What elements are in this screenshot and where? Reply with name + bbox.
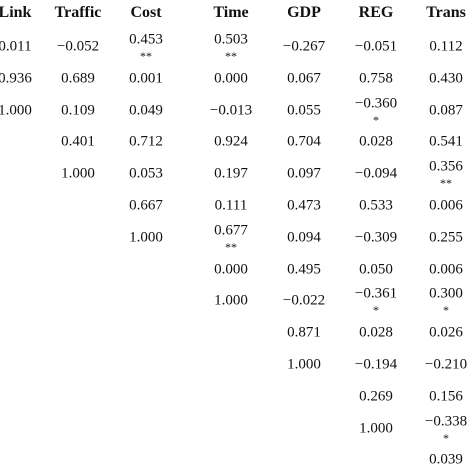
cell-value: 0.401 [61,133,95,150]
cell-value: 0.300 [429,285,463,302]
cell-value: 0.936 [0,70,32,87]
cell-value: 0.112 [429,38,463,55]
cell-value: 1.000 [129,229,163,246]
cell-value: 1.000 [359,420,393,437]
significance: * [373,112,379,127]
cell-value: 0.053 [129,165,163,182]
cell-value: −0.094 [354,165,398,182]
cell-value: −0.194 [354,356,398,373]
cell-value: 0.000 [214,70,248,87]
cell-value: −0.210 [424,356,468,373]
cell-value: −0.022 [282,292,326,309]
cell-value: −0.309 [354,229,398,246]
cell-value: 0.111 [214,197,248,214]
cell-value: 0.001 [129,70,163,87]
column-header: Time [213,4,249,21]
cell-value: 0.050 [359,261,393,278]
cell-value: 0.055 [287,102,321,119]
cell-value: 0.028 [359,133,393,150]
column-header: GDP [287,4,321,21]
column-header: Link [0,4,32,21]
column-header: Trans [426,4,466,21]
cell-value: 1.000 [61,165,95,182]
cell-value: 0.255 [429,229,463,246]
significance: ** [225,49,237,63]
cell-value: 0.000 [214,261,248,278]
cell-value: 0.356 [429,158,463,175]
cell-value: 0.453 [129,31,163,48]
significance: * [443,303,449,318]
cell-value: 0.028 [359,324,393,341]
cell-value: 0.094 [287,229,321,246]
significance: ** [440,176,452,191]
cell-value: 0.503 [214,31,248,48]
cell-value: 0.197 [214,165,248,182]
cell-value: −0.013 [209,102,253,119]
significance: ** [225,239,237,254]
cell-value: 1.000 [0,102,32,119]
cell-value: 0.712 [129,133,163,150]
cell-value: 0.677 [214,222,248,239]
cell-value: −0.361 [354,285,398,302]
significance: * [443,430,449,445]
cell-value: 0.871 [287,324,321,341]
cell-value: −0.267 [282,38,326,55]
cell-value: 0.495 [287,261,321,278]
cell-value: 0.704 [287,133,321,150]
cell-value: 0.067 [287,70,321,87]
significance: * [373,303,379,318]
column-header: REG [358,4,394,21]
cell-value: 0.924 [214,133,248,150]
cell-value: 0.430 [429,70,463,87]
cell-value: 0.087 [429,102,463,119]
cell-value: 0.156 [429,388,463,405]
cell-value: 0.109 [61,102,95,119]
cell-value: −0.338 [424,413,468,430]
cell-value: −0.052 [56,38,100,55]
cell-value: 0.006 [429,197,463,214]
cell-value: 0.039 [429,451,463,468]
cell-value: −0.360 [354,95,398,112]
cell-value: 1.000 [214,292,248,309]
significance: ** [140,49,152,63]
cell-value: 0.533 [359,197,393,214]
cell-value: 0.269 [359,388,393,405]
column-header: Cost [130,4,162,21]
cell-value: 0.049 [129,102,163,119]
cell-value: 1.000 [287,356,321,373]
cell-value: 0.006 [429,261,463,278]
cell-value: 0.689 [61,70,95,87]
column-header: Traffic [54,4,102,21]
cell-value: 0.758 [359,70,393,87]
cell-value: 0.541 [429,133,463,150]
cell-value: −0.051 [354,38,398,55]
cell-value: 0.011 [0,38,32,55]
cell-value: 0.667 [129,197,163,214]
cell-value: 0.097 [287,165,321,182]
cell-value: 0.473 [287,197,321,214]
cell-value: 0.026 [429,324,463,341]
